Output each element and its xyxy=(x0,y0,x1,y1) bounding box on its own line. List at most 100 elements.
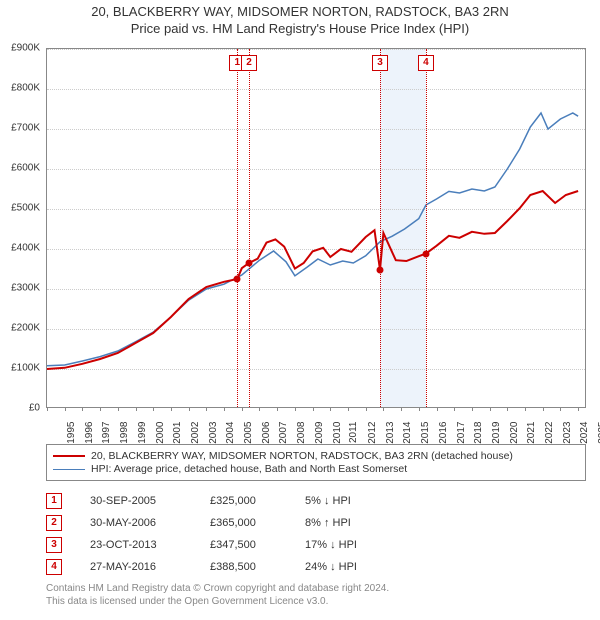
xtick-mark xyxy=(224,407,225,411)
xtick-label: 2011 xyxy=(348,422,359,444)
legend-row-property: 20, BLACKBERRY WAY, MIDSOMER NORTON, RAD… xyxy=(53,450,579,462)
xtick-mark xyxy=(490,407,491,411)
marker-row-price: £388,500 xyxy=(210,561,305,573)
xtick-mark xyxy=(242,407,243,411)
ytick-label: £500K xyxy=(0,203,40,214)
xtick-mark xyxy=(295,407,296,411)
xtick-mark xyxy=(313,407,314,411)
marker-row-diff: 24% ↓ HPI xyxy=(305,561,415,573)
xtick-mark xyxy=(366,407,367,411)
xtick-mark xyxy=(189,407,190,411)
legend-swatch-red xyxy=(53,455,85,457)
marker-vline xyxy=(426,49,427,407)
plot-area: 1234 xyxy=(46,48,586,408)
xtick-label: 2003 xyxy=(207,422,218,444)
marker-dot xyxy=(246,260,253,267)
marker-row-number: 4 xyxy=(46,559,62,575)
marker-row-diff: 8% ↑ HPI xyxy=(305,517,415,529)
marker-row-price: £365,000 xyxy=(210,517,305,529)
xtick-mark xyxy=(472,407,473,411)
xtick-label: 2008 xyxy=(296,422,307,444)
xtick-mark xyxy=(419,407,420,411)
xtick-label: 2009 xyxy=(314,422,325,444)
xtick-label: 2006 xyxy=(261,422,272,444)
marker-vline xyxy=(237,49,238,407)
footer-line-1: Contains HM Land Registry data © Crown c… xyxy=(46,582,389,595)
xtick-label: 2022 xyxy=(544,422,555,444)
xtick-label: 2017 xyxy=(455,422,466,444)
marker-row-date: 30-MAY-2006 xyxy=(90,517,210,529)
xtick-label: 1999 xyxy=(137,422,148,444)
xtick-label: 2021 xyxy=(526,422,537,444)
marker-row-diff: 5% ↓ HPI xyxy=(305,495,415,507)
xtick-mark xyxy=(171,407,172,411)
xtick-label: 2014 xyxy=(402,422,413,444)
marker-row-date: 27-MAY-2016 xyxy=(90,561,210,573)
xtick-label: 2007 xyxy=(278,422,289,444)
marker-row-number: 3 xyxy=(46,537,62,553)
chart-title: 20, BLACKBERRY WAY, MIDSOMER NORTON, RAD… xyxy=(0,0,600,38)
xtick-mark xyxy=(65,407,66,411)
marker-dot xyxy=(234,276,241,283)
markers-table: 1 30-SEP-2005£325,0005% ↓ HPI 2 30-MAY-2006… xyxy=(46,490,415,578)
marker-row-number: 2 xyxy=(46,515,62,531)
xtick-mark xyxy=(153,407,154,411)
xtick-label: 2005 xyxy=(243,422,254,444)
xtick-mark xyxy=(136,407,137,411)
marker-row-number: 1 xyxy=(46,493,62,509)
xtick-label: 2004 xyxy=(225,422,236,444)
xtick-mark xyxy=(383,407,384,411)
marker-dot xyxy=(422,250,429,257)
marker-row-price: £347,500 xyxy=(210,539,305,551)
ytick-label: £0 xyxy=(0,403,40,414)
series-property xyxy=(47,191,578,369)
legend: 20, BLACKBERRY WAY, MIDSOMER NORTON, RAD… xyxy=(46,444,586,481)
xtick-mark xyxy=(560,407,561,411)
xtick-label: 2018 xyxy=(473,422,484,444)
xtick-mark xyxy=(277,407,278,411)
xtick-label: 1997 xyxy=(101,422,112,444)
legend-swatch-blue xyxy=(53,469,85,470)
marker-row: 2 30-MAY-2006£365,0008% ↑ HPI xyxy=(46,512,415,534)
price-chart: 1234 £0£100K£200K£300K£400K£500K£600K£70… xyxy=(46,48,586,408)
marker-row-diff: 17% ↓ HPI xyxy=(305,539,415,551)
xtick-label: 2002 xyxy=(190,422,201,444)
legend-label-hpi: HPI: Average price, detached house, Bath… xyxy=(91,463,407,475)
xtick-mark xyxy=(525,407,526,411)
marker-number: 4 xyxy=(418,55,434,71)
ytick-label: £600K xyxy=(0,163,40,174)
xtick-mark xyxy=(454,407,455,411)
ytick-label: £200K xyxy=(0,323,40,334)
ytick-label: £700K xyxy=(0,123,40,134)
xtick-mark xyxy=(118,407,119,411)
ytick-label: £900K xyxy=(0,43,40,54)
marker-row-date: 30-SEP-2005 xyxy=(90,495,210,507)
marker-row: 4 27-MAY-2016£388,50024% ↓ HPI xyxy=(46,556,415,578)
legend-row-hpi: HPI: Average price, detached house, Bath… xyxy=(53,463,579,475)
xtick-mark xyxy=(82,407,83,411)
xtick-label: 2000 xyxy=(154,422,165,444)
xtick-label: 2024 xyxy=(579,422,590,444)
marker-row: 3 23-OCT-2013£347,50017% ↓ HPI xyxy=(46,534,415,556)
xtick-mark xyxy=(259,407,260,411)
marker-row-date: 23-OCT-2013 xyxy=(90,539,210,551)
xtick-label: 2013 xyxy=(384,422,395,444)
xtick-label: 1995 xyxy=(66,422,77,444)
xtick-label: 2020 xyxy=(508,422,519,444)
xtick-mark xyxy=(578,407,579,411)
xtick-label: 1996 xyxy=(83,422,94,444)
title-line-2: Price paid vs. HM Land Registry's House … xyxy=(0,21,600,38)
marker-number: 2 xyxy=(241,55,257,71)
xtick-label: 2001 xyxy=(172,422,183,444)
marker-vline xyxy=(249,49,250,407)
xtick-label: 1998 xyxy=(119,422,130,444)
title-line-1: 20, BLACKBERRY WAY, MIDSOMER NORTON, RAD… xyxy=(0,4,600,21)
xtick-label: 2016 xyxy=(438,422,449,444)
xtick-label: 2012 xyxy=(367,422,378,444)
xtick-mark xyxy=(47,407,48,411)
footer-line-2: This data is licensed under the Open Gov… xyxy=(46,595,389,608)
xtick-label: 2019 xyxy=(491,422,502,444)
marker-vline xyxy=(380,49,381,407)
xtick-mark xyxy=(348,407,349,411)
marker-row-price: £325,000 xyxy=(210,495,305,507)
